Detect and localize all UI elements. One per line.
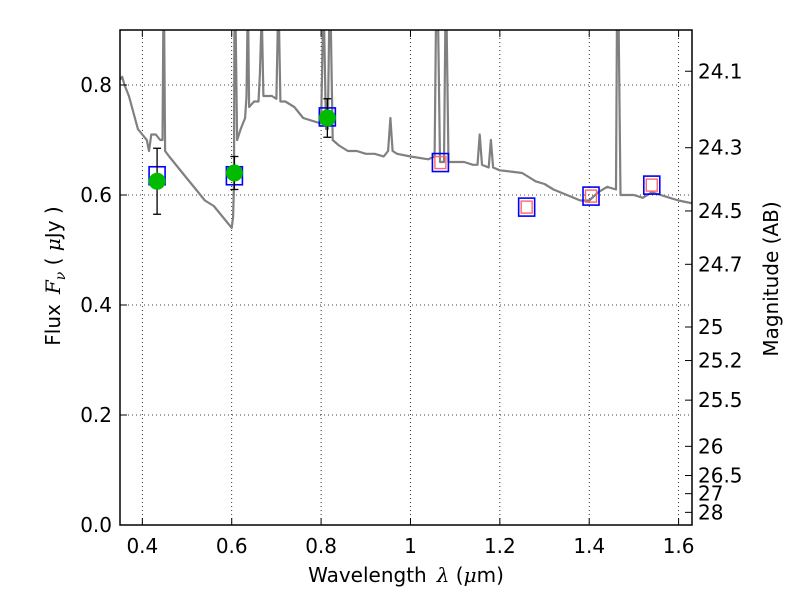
y-axis: 0.0 0.2 0.4 0.6 0.8 <box>80 73 127 537</box>
plot-frame <box>119 29 693 526</box>
x-tick-label: 1 <box>404 534 417 558</box>
upper-limit-square <box>434 155 447 170</box>
magnitude-tick-label: 24.1 <box>698 59 743 83</box>
y-tick-label: 0.2 <box>80 403 112 427</box>
x-axis: 0.4 0.6 0.8 1 1.2 1.4 1.6 <box>126 30 695 558</box>
model-photometry-square <box>431 152 450 173</box>
magnitude-tick-label: 26.5 <box>698 464 743 488</box>
x-tick-label: 1.2 <box>484 534 516 558</box>
y-tick-label: 0.0 <box>80 513 112 537</box>
sed-line <box>120 30 692 230</box>
x-tick-label: 0.4 <box>126 534 158 558</box>
magnitude-tick-label: 27 <box>698 482 723 506</box>
upper-limit-square <box>645 178 658 192</box>
magnitude-tick-label: 25.2 <box>698 349 743 373</box>
x-tick-label: 1.4 <box>573 534 605 558</box>
model-photometry-square <box>582 186 600 206</box>
magnitude-tick-label: 28 <box>698 500 723 524</box>
magnitude-tick-label: 24.5 <box>698 199 743 223</box>
magnitude-tick-label: 25.5 <box>698 388 743 412</box>
model-photometry-square <box>517 197 536 217</box>
model-photometry-square <box>642 175 661 195</box>
y-axis-title: FluxFν ( μJy ) <box>41 206 69 345</box>
magnitude-tick-label: 25 <box>698 315 723 339</box>
upper-limit-square <box>584 189 598 203</box>
upper-limit-square <box>520 200 533 214</box>
observed-photometry-point <box>148 172 166 190</box>
grid-lines <box>120 30 692 526</box>
magnitude-tick-label: 24.7 <box>698 252 743 276</box>
y-tick-label: 0.8 <box>80 73 112 97</box>
y2-axis-title: Magnitude (AB) <box>759 201 783 356</box>
x-tick-label: 0.8 <box>305 534 337 558</box>
y-tick-label: 0.4 <box>80 293 112 317</box>
magnitude-tick-label: 24.3 <box>698 136 743 160</box>
x-axis-title: Wavelength λ (μm) <box>308 563 504 587</box>
photometry-markers <box>148 98 661 217</box>
observed-photometry-point <box>225 164 243 182</box>
y-tick-label: 0.6 <box>80 183 112 207</box>
x-tick-label: 0.6 <box>216 534 248 558</box>
x-tick-label: 1.6 <box>663 534 695 558</box>
magnitude-tick-label: 26 <box>698 434 723 458</box>
observed-photometry-point <box>318 109 336 127</box>
sed-curve <box>120 30 692 230</box>
